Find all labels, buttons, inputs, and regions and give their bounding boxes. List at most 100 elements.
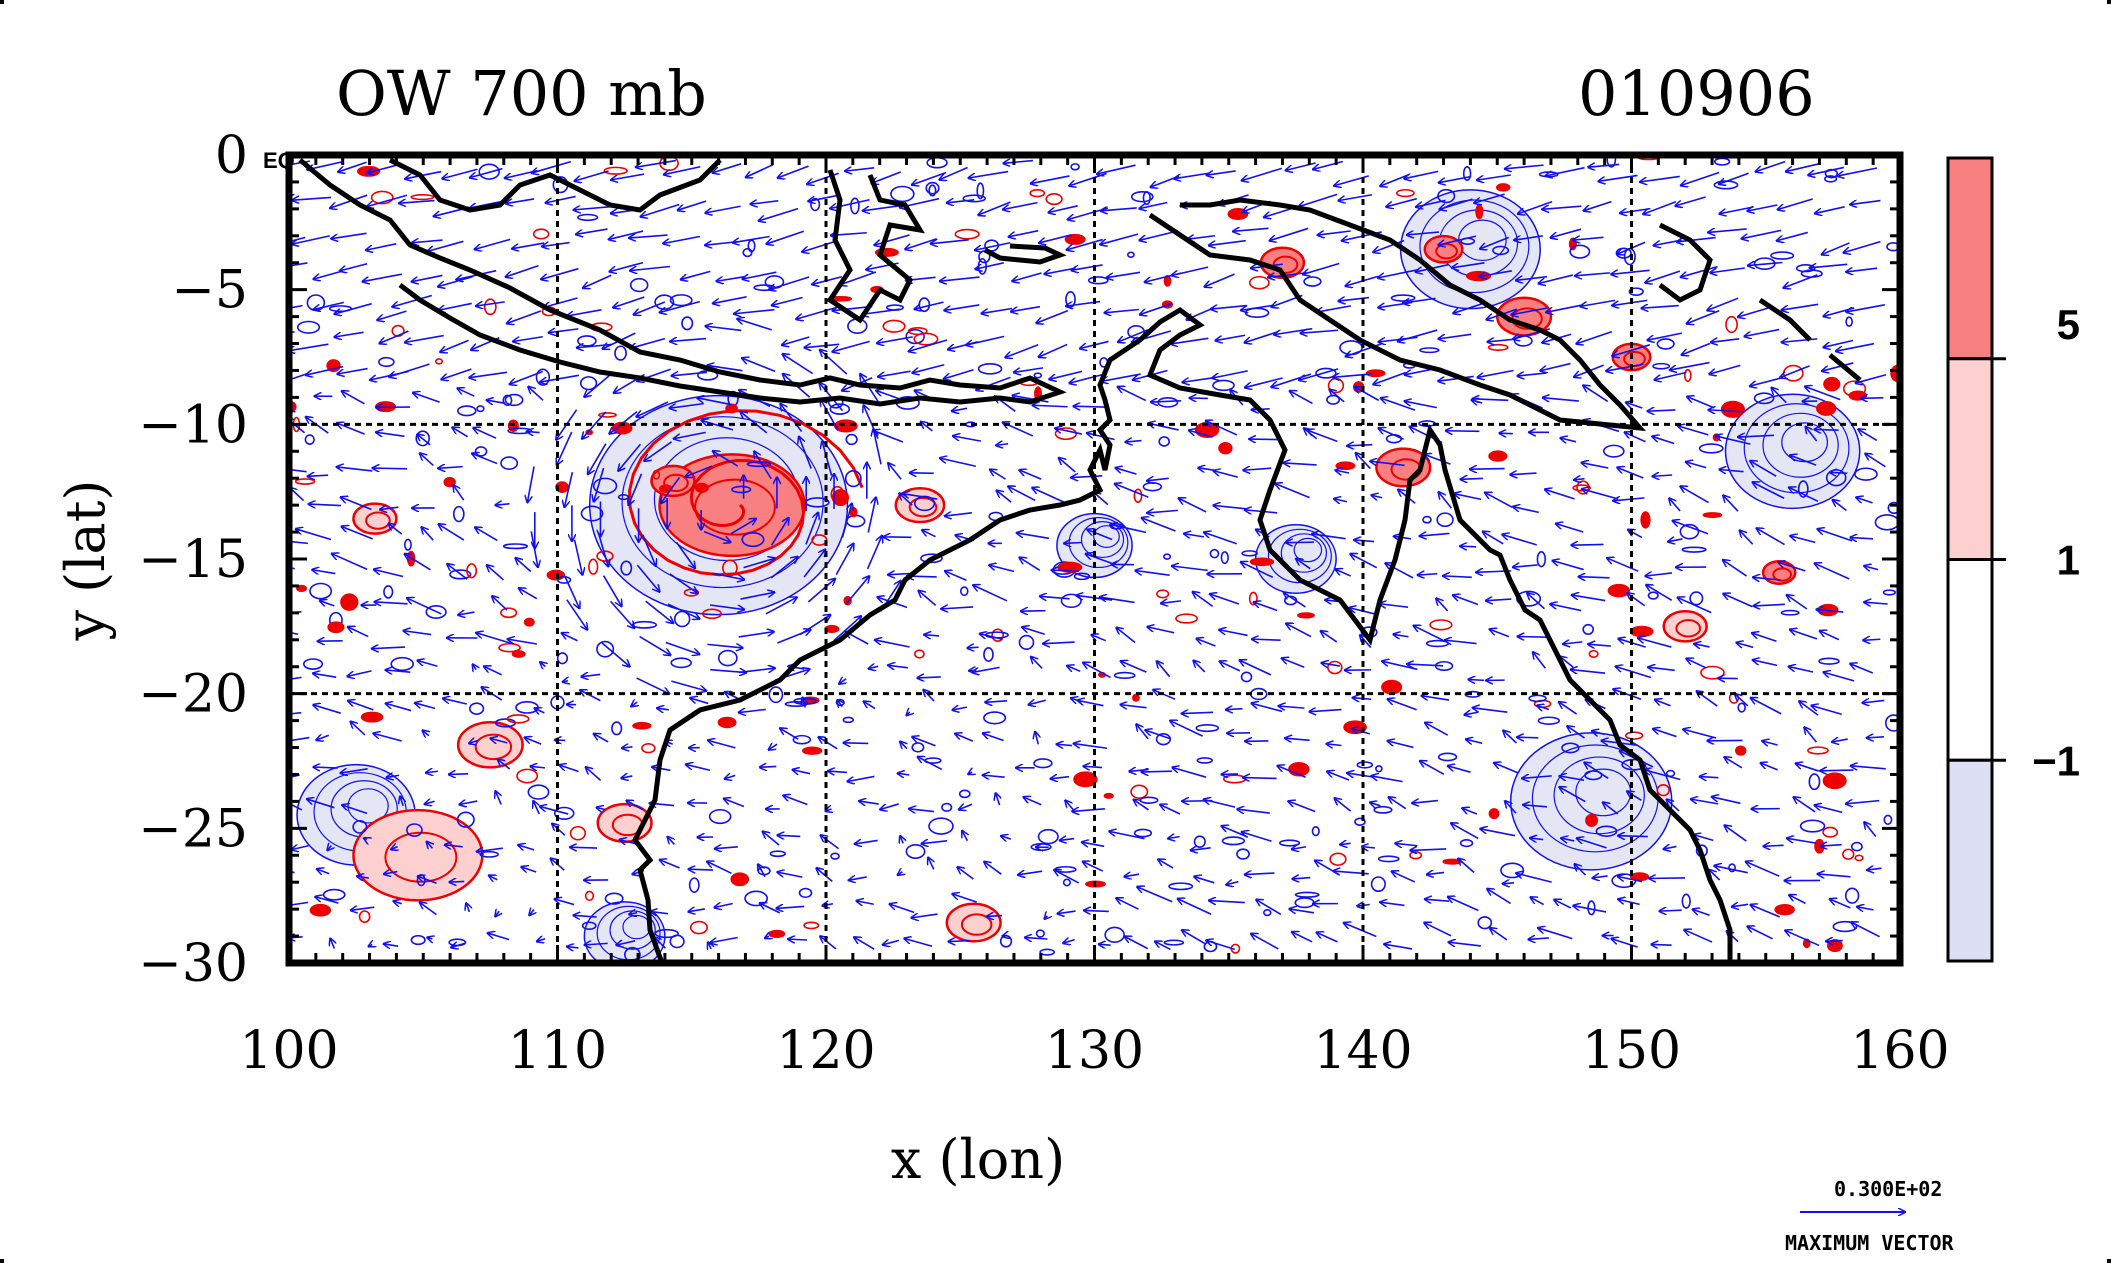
negative-ow-blob [1606, 155, 1617, 168]
wind-vector [844, 743, 869, 744]
wind-vector [675, 541, 695, 568]
negative-ow-blob [577, 335, 597, 347]
positive-ow-blob [523, 617, 535, 627]
wind-vector [1543, 398, 1579, 401]
negative-ow-blob [1647, 591, 1659, 600]
wind-vector [799, 437, 812, 469]
wind-vector [1778, 198, 1813, 210]
wind-vector [472, 454, 498, 465]
wind-vector [760, 766, 777, 767]
colorbar-label: 5 [2057, 301, 2080, 348]
wind-vector [1335, 470, 1350, 473]
negative-ow-blob [1883, 814, 1893, 825]
negative-ow-blob [959, 586, 969, 597]
wind-vector [420, 453, 434, 467]
wind-vector [476, 633, 512, 645]
wind-vector [1708, 410, 1745, 412]
negative-ow-blob [502, 543, 529, 550]
wind-vector [1822, 242, 1850, 255]
negative-ow-contour [1781, 422, 1829, 463]
plot-area [289, 155, 1900, 963]
wind-vector [1652, 475, 1673, 476]
positive-ow-blob [588, 558, 599, 575]
wind-vector [1607, 558, 1639, 572]
wind-vector [487, 400, 506, 403]
wind-vector [1147, 510, 1178, 513]
negative-ow-blob [941, 802, 953, 812]
negative-ow-blob [1130, 190, 1154, 203]
wind-vector [601, 642, 630, 666]
wind-vector [973, 585, 1008, 602]
negative-ow-blob [1770, 251, 1795, 260]
negative-ow-blob [1437, 188, 1456, 204]
wind-vector [1100, 233, 1139, 244]
negative-ow-blob [1158, 436, 1170, 447]
wind-vector [1527, 593, 1546, 610]
negative-ow-blob [1854, 467, 1878, 481]
x-tick-label: 130 [1045, 1021, 1144, 1081]
negative-ow-blob [1582, 623, 1595, 635]
wind-vector [528, 387, 544, 401]
wind-vector [1682, 342, 1711, 354]
wind-vector [975, 262, 1004, 269]
wind-vector [1815, 563, 1850, 580]
positive-ow-blob [725, 403, 738, 414]
wind-vector [780, 404, 803, 432]
wind-vector [546, 195, 576, 202]
cyclone-spiral [628, 409, 864, 577]
wind-vector [909, 339, 948, 351]
wind-vector [1454, 494, 1482, 501]
wind-vector [338, 161, 367, 172]
wind-vector [1059, 458, 1076, 473]
wind-vector [1708, 229, 1747, 232]
wind-vector [1003, 161, 1034, 164]
wind-vector [1711, 339, 1740, 343]
wind-vector [306, 365, 344, 375]
wind-vector [805, 513, 818, 545]
wind-vector [746, 163, 774, 178]
wind-vector [1371, 495, 1383, 497]
wind-vector [840, 271, 877, 285]
wind-vector [634, 301, 666, 315]
wind-vector [989, 565, 1015, 573]
wind-vector [1846, 268, 1878, 272]
negative-ow-blob [829, 403, 851, 415]
positive-ow-blob [1585, 813, 1599, 827]
wind-vector [1511, 307, 1548, 315]
wind-vector [1069, 373, 1105, 383]
wind-vector [506, 198, 535, 204]
wind-vector [549, 329, 579, 333]
wind-vector [1545, 166, 1585, 176]
negative-ow-blob [580, 505, 604, 522]
wind-vector [473, 428, 497, 439]
positive-ow-blob [1700, 665, 1725, 680]
wind-vector [940, 276, 980, 281]
negative-ow-blob [352, 819, 368, 834]
negative-ow-blob [688, 877, 700, 893]
wind-vector [1189, 430, 1213, 438]
wind-vector [1579, 577, 1610, 578]
wind-vector [1551, 228, 1582, 237]
wind-vector [602, 575, 622, 607]
wind-vector [742, 271, 777, 279]
positive-ow-blob [1607, 583, 1631, 598]
wind-vector [438, 467, 463, 469]
positive-ow-blob [1365, 369, 1386, 378]
negative-ow-blob [1060, 593, 1082, 609]
wind-vector [1850, 538, 1874, 539]
positive-ow-blob [1248, 275, 1270, 290]
wind-vector [1064, 543, 1082, 544]
wind-vector [1174, 172, 1210, 179]
wind-vector [1241, 304, 1273, 311]
wind-vector [822, 442, 833, 476]
wind-vector [1723, 594, 1753, 608]
wind-vector [1139, 201, 1168, 208]
wind-vector [1750, 377, 1783, 386]
wind-vector [888, 463, 902, 480]
negative-ow-blob [1737, 702, 1746, 713]
negative-ow-blob [1845, 316, 1853, 327]
wind-vector [702, 420, 734, 431]
wind-vector [366, 242, 397, 250]
wind-vector [513, 335, 543, 342]
